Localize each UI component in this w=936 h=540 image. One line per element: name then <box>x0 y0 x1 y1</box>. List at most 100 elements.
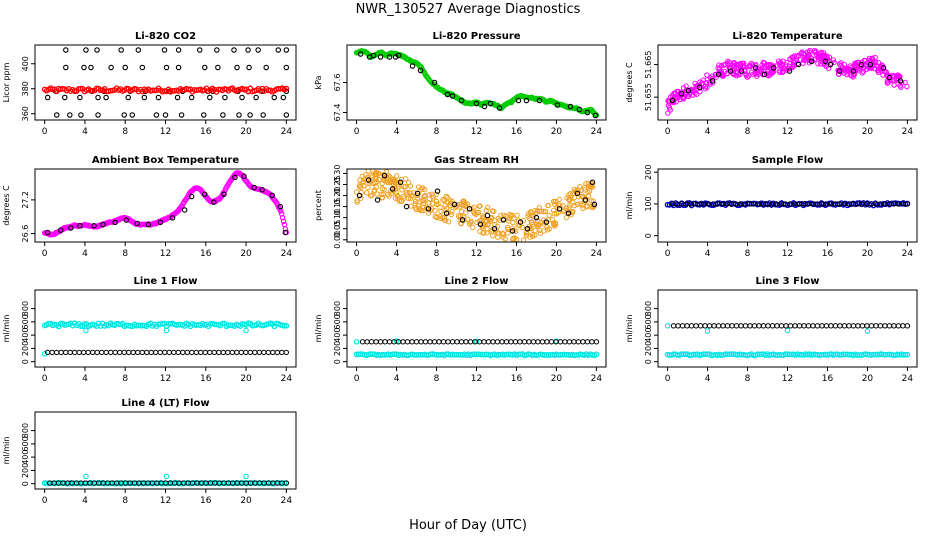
panel-title: Sample Flow <box>752 155 824 166</box>
panel-title: Li-820 Pressure <box>432 31 520 42</box>
data-point <box>575 339 582 345</box>
data-point <box>562 339 568 345</box>
data-point <box>846 323 852 329</box>
data-point <box>83 327 89 334</box>
data-point <box>823 323 830 329</box>
data-point <box>463 339 469 345</box>
data-point <box>894 72 901 78</box>
data-point <box>786 68 793 74</box>
data-point <box>685 87 692 94</box>
data-point <box>126 349 132 356</box>
y-tick-label: 400 <box>333 327 342 342</box>
data-point <box>261 349 267 356</box>
data-point <box>220 349 226 356</box>
data-point <box>761 71 768 78</box>
data-point <box>225 349 231 356</box>
data-point <box>58 227 64 233</box>
data-point <box>433 191 439 198</box>
y-tick-label: 0 <box>21 359 30 364</box>
x-tick-label: 24 <box>281 127 293 137</box>
data-point <box>201 112 207 118</box>
data-point <box>459 217 466 223</box>
x-tick-label: 4 <box>82 496 88 506</box>
data-point <box>121 349 127 356</box>
data-point <box>365 177 372 183</box>
data-point <box>282 226 289 232</box>
x-tick-label: 0 <box>354 249 360 259</box>
data-point <box>484 225 490 232</box>
data-point <box>771 68 777 75</box>
data-point <box>188 94 195 101</box>
panel-title: Gas Stream RH <box>434 155 519 166</box>
data-point <box>529 232 536 238</box>
data-point <box>808 55 815 61</box>
data-point <box>692 80 698 87</box>
data-point <box>95 94 101 101</box>
plot-frame <box>34 168 297 243</box>
data-point <box>108 64 114 71</box>
data-point <box>451 201 458 208</box>
data-point <box>534 208 541 214</box>
data-point <box>220 112 226 118</box>
data-point <box>886 323 893 329</box>
data-point <box>589 339 595 345</box>
data-point <box>144 349 150 356</box>
data-point <box>859 323 866 329</box>
plot-frame <box>34 411 297 490</box>
data-point <box>169 215 176 221</box>
data-point <box>431 339 438 345</box>
data-point <box>184 349 190 356</box>
panel-ylabel: ml/min <box>2 315 11 343</box>
data-point <box>669 97 676 104</box>
data-point <box>449 93 456 99</box>
data-point <box>162 112 169 118</box>
panel-2: Li-820 Pressure kPa 0 4 8 12 16 20 24 67.4 67.6 <box>314 31 607 137</box>
data-point <box>872 54 878 61</box>
x-tick-label: 20 <box>862 249 874 259</box>
data-point <box>702 86 709 92</box>
data-point <box>684 323 690 329</box>
data-point <box>822 58 829 65</box>
data-point <box>44 229 51 236</box>
data-point <box>766 61 772 68</box>
data-point <box>214 47 220 53</box>
data-point <box>895 323 902 329</box>
data-point <box>567 103 574 110</box>
data-point <box>409 339 415 345</box>
x-tick-label: 12 <box>160 374 171 384</box>
data-point <box>44 94 51 101</box>
data-point <box>712 71 719 78</box>
data-point <box>485 339 492 345</box>
panel-ylabel: ml/min <box>625 315 634 343</box>
data-point <box>765 323 771 329</box>
data-point <box>422 186 428 193</box>
data-point <box>505 230 511 236</box>
data-point <box>868 323 875 329</box>
data-point <box>135 349 141 356</box>
data-point <box>403 203 410 210</box>
data-point <box>584 109 591 116</box>
data-point <box>756 323 762 329</box>
data-point <box>810 323 816 329</box>
data-point <box>765 67 771 74</box>
data-point <box>793 53 800 60</box>
y-tick-label: 400 <box>21 327 30 342</box>
data-point <box>796 323 803 329</box>
data-point <box>733 323 740 329</box>
data-point <box>552 198 558 205</box>
data-point <box>356 192 363 199</box>
data-point <box>458 208 465 215</box>
data-point <box>394 173 400 179</box>
x-tick-label: 12 <box>782 374 793 384</box>
data-point <box>283 322 290 329</box>
data-point <box>534 223 541 229</box>
data-point <box>496 230 502 237</box>
data-point <box>593 351 600 358</box>
data-point <box>253 94 259 101</box>
data-point <box>108 349 114 356</box>
x-tick-label: 0 <box>42 374 48 384</box>
data-point <box>832 323 839 329</box>
data-point <box>364 339 370 345</box>
data-point <box>675 323 681 329</box>
x-tick-label: 24 <box>902 249 914 259</box>
